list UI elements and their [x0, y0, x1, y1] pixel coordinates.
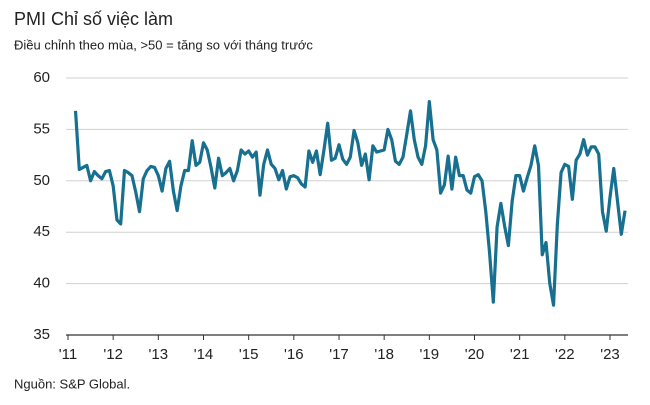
y-tick-label: 45	[33, 223, 50, 240]
y-tick-label: 35	[33, 326, 50, 343]
x-tick-label: '21	[510, 346, 530, 363]
x-tick-label: '14	[194, 346, 214, 363]
x-tick-label: '13	[149, 346, 169, 363]
x-tick-label: '19	[420, 346, 440, 363]
chart-title: PMI Chỉ số việc làm	[14, 9, 173, 29]
x-tick-label: '12	[103, 346, 123, 363]
x-tick-label: '11	[59, 346, 77, 363]
y-tick-label: 60	[33, 69, 50, 86]
chart-subtitle: Điều chỉnh theo mùa, >50 = tăng so với t…	[14, 37, 313, 52]
x-tick-label: '16	[284, 346, 304, 363]
y-tick-label: 40	[33, 275, 50, 292]
source-note: Nguồn: S&P Global.	[14, 376, 130, 391]
y-tick-label: 50	[33, 172, 50, 189]
y-tick-label: 55	[33, 120, 50, 137]
x-tick-label: '17	[329, 346, 349, 363]
x-tick-label: '20	[465, 346, 485, 363]
line-series	[73, 100, 627, 307]
x-tick-label: '22	[555, 346, 575, 363]
x-tick-label: '15	[239, 346, 259, 363]
x-tick-label: '23	[600, 346, 620, 363]
x-tick-label: '18	[374, 346, 394, 363]
